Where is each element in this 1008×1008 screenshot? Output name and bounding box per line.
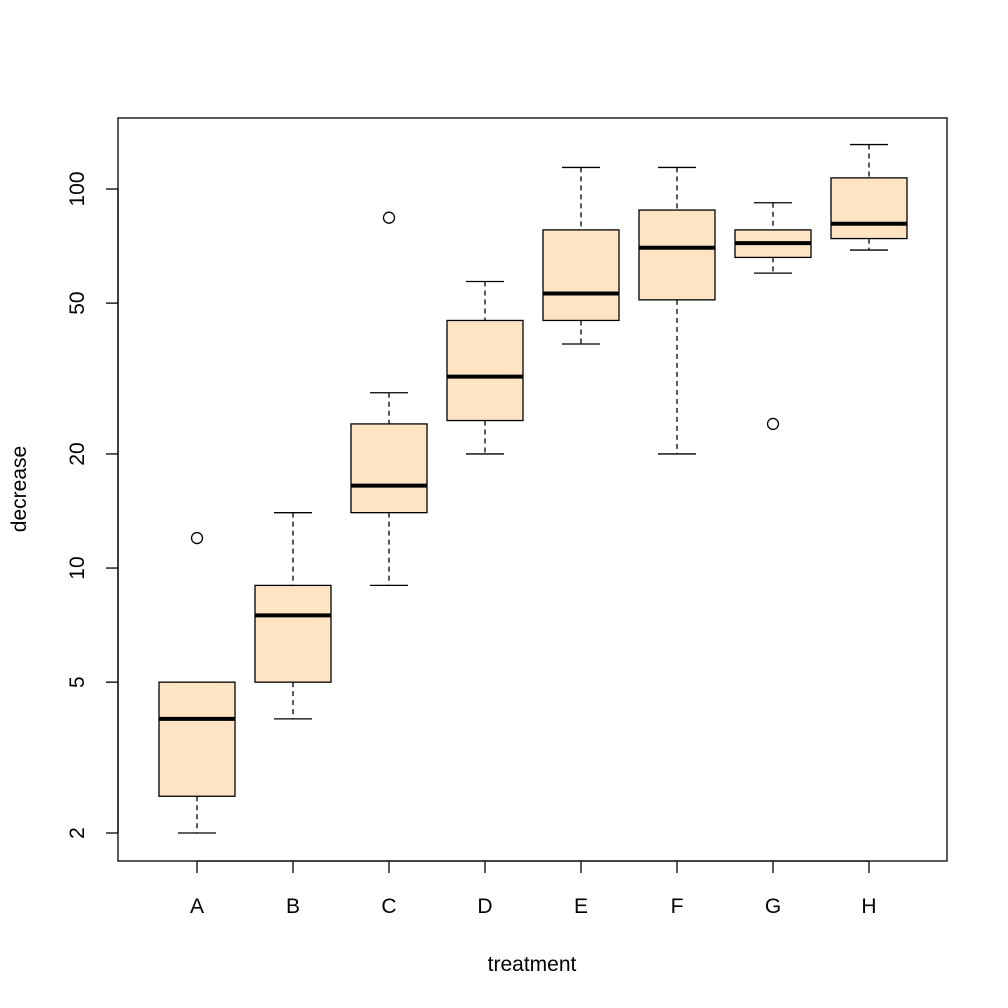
box-iqr	[158, 681, 236, 797]
box-g	[734, 202, 812, 431]
x-tick-label: F	[671, 895, 684, 918]
box-iqr	[542, 229, 620, 322]
box-iqr	[350, 423, 428, 514]
box-f	[638, 166, 716, 455]
box-d	[446, 280, 524, 455]
box-b	[254, 512, 332, 720]
x-tick-label: B	[286, 895, 300, 918]
y-tick-label: 5	[66, 676, 89, 688]
outlier-point	[190, 531, 204, 545]
x-tick-label: E	[574, 895, 588, 918]
box-a	[158, 531, 236, 834]
y-axis: 2 5 10 20 50 100	[66, 171, 119, 839]
x-tick-label: A	[190, 895, 204, 918]
x-tick-label: D	[477, 895, 492, 918]
box-e	[542, 166, 620, 345]
chart-marks	[158, 143, 908, 834]
y-tick-label: 50	[66, 291, 89, 314]
box-c	[350, 211, 428, 587]
plot-frame	[117, 117, 948, 862]
y-tick-label: 100	[66, 171, 89, 206]
outlier-point	[382, 211, 396, 224]
y-axis-label: decrease	[8, 446, 31, 532]
y-tick-label: 20	[66, 442, 89, 465]
y-tick-label: 2	[66, 827, 89, 839]
x-tick-label: H	[861, 895, 876, 918]
y-tick-label: 10	[66, 556, 89, 579]
x-tick-label: G	[765, 895, 781, 918]
outlier-point	[766, 417, 780, 431]
x-tick-label: C	[381, 895, 396, 918]
box-iqr	[638, 209, 716, 301]
x-axis-label: treatment	[488, 953, 577, 976]
x-axis: A B C D E F G H	[190, 860, 877, 918]
box-iqr	[254, 584, 332, 683]
box-iqr	[830, 177, 908, 240]
box-iqr	[446, 319, 524, 422]
box-h	[830, 143, 908, 251]
